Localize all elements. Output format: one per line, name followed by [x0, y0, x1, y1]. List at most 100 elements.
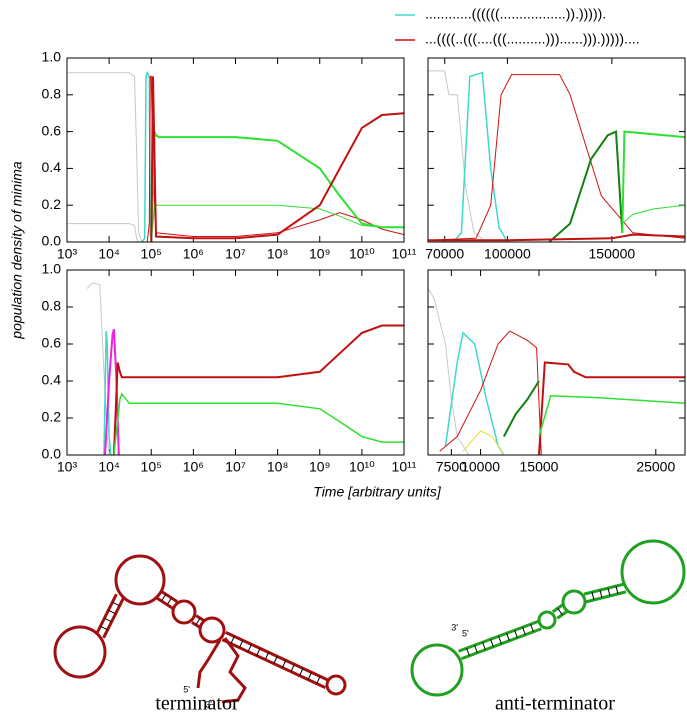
- y-tick-label: 0.8: [42, 86, 62, 102]
- x-tick-label: 10⁴: [98, 459, 120, 475]
- line-series: [428, 233, 685, 242]
- x-tick-label: 10⁶: [183, 459, 204, 475]
- strand: [196, 639, 222, 689]
- x-tick-label: 10⁹: [309, 459, 331, 475]
- line-series: [452, 71, 509, 242]
- three-prime: 3': [205, 699, 212, 709]
- base-pair: [230, 636, 235, 644]
- base-pair: [591, 591, 595, 601]
- x-tick-label: 25000: [636, 459, 675, 475]
- y-tick-label: 0.2: [42, 196, 62, 212]
- base-pair: [195, 617, 201, 626]
- plot-frame: [66, 269, 405, 456]
- loop: [53, 625, 107, 679]
- five-prime: 5': [183, 684, 190, 694]
- loop: [325, 674, 347, 696]
- loop: [561, 589, 587, 615]
- x-tick-label: 10⁵: [141, 459, 162, 475]
- line-series: [146, 75, 404, 242]
- line-series: [462, 430, 505, 455]
- stem-strand: [583, 582, 625, 596]
- loop: [410, 643, 464, 697]
- base-pair: [482, 642, 486, 650]
- line-series: [86, 282, 110, 455]
- base-pair: [530, 624, 534, 632]
- line-series: [141, 70, 153, 242]
- x-tick-label: 10³: [57, 459, 78, 475]
- y-tick-label: 0.2: [42, 409, 62, 425]
- base-pair: [474, 645, 478, 653]
- base-pair: [522, 627, 526, 635]
- stem-strand: [102, 597, 125, 639]
- loop: [198, 616, 226, 644]
- base-pair: [466, 648, 470, 656]
- loop: [171, 599, 197, 625]
- x-tick-label: 10⁹: [309, 246, 331, 262]
- x-tick-label: 100000: [484, 246, 531, 262]
- x-tick-label: 10⁷: [225, 246, 246, 262]
- base-pair: [104, 617, 112, 623]
- base-pair: [112, 601, 120, 607]
- x-tick-label: 10⁶: [183, 246, 204, 262]
- base-pair: [281, 660, 287, 668]
- base-pair: [498, 636, 502, 644]
- base-pair: [100, 625, 108, 631]
- x-tick-label: 10⁸: [267, 459, 289, 475]
- x-tick-label: 10³: [57, 246, 78, 262]
- line-series: [150, 76, 404, 242]
- base-pair: [557, 607, 563, 616]
- x-tick-label: 7500: [436, 459, 467, 475]
- structures: [53, 539, 686, 704]
- line-series: [439, 330, 542, 455]
- base-pair: [256, 648, 261, 656]
- x-tick-label: 10⁸: [267, 246, 289, 262]
- structure-label: anti-terminator: [495, 693, 615, 715]
- line-series: [503, 380, 540, 437]
- base-pair: [247, 644, 252, 652]
- x-tick-label: 10¹¹: [392, 459, 417, 475]
- line-series: [548, 130, 624, 242]
- y-tick-label: 0.6: [42, 122, 62, 138]
- plot-frame: [66, 57, 405, 243]
- x-tick-label: 70000: [425, 246, 464, 262]
- legend-label: ............((((((.................)).))…: [425, 6, 606, 22]
- base-pair: [299, 668, 304, 676]
- y-tick-label: 0.0: [42, 233, 62, 249]
- base-pair: [239, 640, 244, 648]
- base-pair: [161, 594, 167, 602]
- base-pair: [166, 597, 172, 605]
- base-pair: [490, 639, 494, 647]
- base-pair: [290, 664, 295, 672]
- line-series: [538, 361, 685, 455]
- stem-strand: [155, 596, 174, 610]
- x-tick-label: 10⁷: [225, 459, 246, 475]
- y-axis-label: population density of minima: [9, 161, 25, 340]
- x-tick-label: 10⁵: [141, 246, 162, 262]
- y-tick-label: 0.4: [42, 159, 62, 175]
- x-tick-label: 10¹¹: [392, 246, 417, 262]
- loop: [620, 539, 686, 605]
- line-series: [150, 131, 404, 242]
- x-tick-label: 10⁴: [98, 246, 120, 262]
- base-pair: [273, 656, 278, 664]
- line-series: [112, 324, 404, 455]
- y-tick-label: 1.0: [42, 49, 62, 65]
- base-pair: [108, 609, 116, 615]
- base-pair: [599, 589, 603, 599]
- line-series: [103, 331, 112, 455]
- y-tick-label: 0.4: [42, 372, 62, 388]
- panel: 0.0 0.2 0.4 0.6 0.8 1.0 10³ 10⁴ 10⁵ 10⁶ 10⁷ 10⁸ 10⁹ 1…: [42, 261, 417, 475]
- line-series: [113, 392, 404, 455]
- y-tick-label: 1.0: [42, 261, 62, 277]
- x-axis-label: Time [arbitrary units]: [313, 484, 442, 500]
- panel: 70000 100000 150000: [425, 57, 686, 262]
- line-series: [150, 204, 404, 242]
- y-tick-label: 0.0: [42, 446, 62, 462]
- base-pair: [607, 587, 611, 597]
- base-pair: [307, 672, 312, 680]
- line-series: [67, 72, 152, 242]
- line-series: [67, 223, 140, 242]
- line-series: [538, 395, 685, 437]
